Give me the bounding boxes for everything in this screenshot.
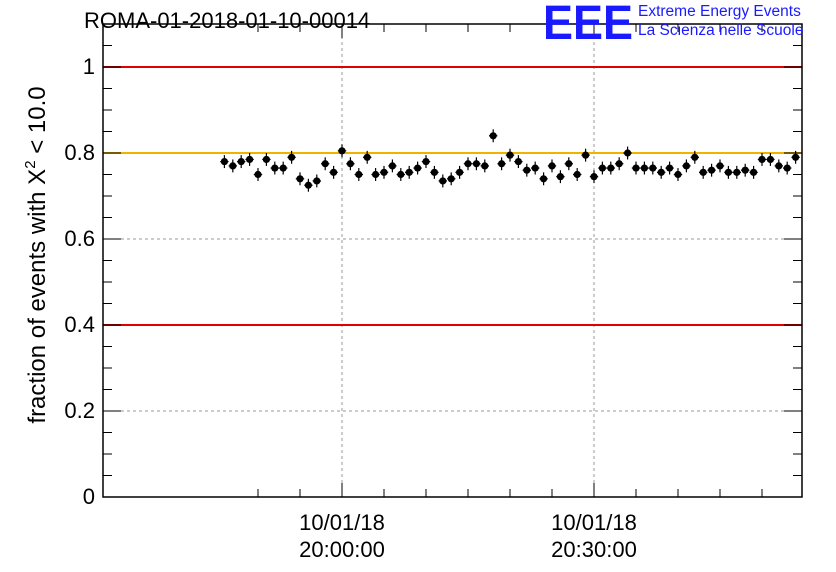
data-point xyxy=(615,160,623,168)
data-point xyxy=(439,177,447,185)
data-point xyxy=(573,170,581,179)
data-point xyxy=(590,173,598,181)
data-point xyxy=(321,160,329,168)
data-point xyxy=(556,173,565,181)
data-point xyxy=(388,162,396,170)
data-point xyxy=(430,168,438,176)
data-point xyxy=(792,153,800,161)
data-point xyxy=(397,170,405,179)
data-point xyxy=(363,153,371,161)
data-point xyxy=(666,164,674,172)
data-point xyxy=(262,155,270,164)
data-point xyxy=(296,175,304,183)
y-axis-label-prefix: fraction of events with xyxy=(24,184,51,424)
data-point xyxy=(220,158,228,166)
data-point xyxy=(531,164,539,172)
data-point xyxy=(237,158,245,166)
x-tick-label: 10/01/18 20:00:00 xyxy=(272,509,412,563)
y-axis-label-symbol: X xyxy=(24,168,51,185)
data-point xyxy=(481,162,489,170)
data-point xyxy=(758,155,766,164)
data-point xyxy=(304,181,312,189)
data-point xyxy=(472,160,480,168)
data-point xyxy=(775,162,783,170)
chart-title: ROMA-01-2018-01-10-00014 xyxy=(84,8,371,33)
y-tick-label: 0.8 xyxy=(64,140,95,165)
svg-text:EEE: EEE xyxy=(543,2,633,44)
data-point xyxy=(724,168,733,176)
data-point xyxy=(657,168,665,176)
y-tick-label: 1 xyxy=(82,54,95,79)
data-point xyxy=(699,168,707,176)
plot-frame xyxy=(102,23,803,498)
x-tick-label: 10/01/18 20:30:00 xyxy=(524,509,664,563)
data-point xyxy=(489,132,497,140)
data-point xyxy=(405,168,413,176)
data-point xyxy=(548,162,556,170)
data-point xyxy=(456,168,464,176)
x-tick-date: 10/01/18 xyxy=(299,510,385,535)
data-point xyxy=(414,164,422,172)
y-tick-label: 0.2 xyxy=(64,398,95,423)
data-point xyxy=(708,166,716,174)
data-point xyxy=(649,164,657,172)
data-point xyxy=(355,170,363,179)
data-point xyxy=(422,158,430,166)
data-point xyxy=(506,151,514,159)
x-tick-time: 20:30:00 xyxy=(551,537,637,562)
data-point xyxy=(733,168,741,176)
data-point xyxy=(624,149,632,157)
data-point xyxy=(640,164,649,172)
data-point xyxy=(682,162,691,170)
logo-caption: Extreme Energy Events La Scienza nelle S… xyxy=(638,2,803,40)
data-point xyxy=(750,168,758,176)
x-tick-time: 20:00:00 xyxy=(299,537,385,562)
logo-line-2: La Scienza nelle Scuole xyxy=(638,22,804,39)
data-point xyxy=(514,158,523,166)
data-point xyxy=(783,164,791,172)
data-point xyxy=(598,164,607,172)
y-tick-label: 0 xyxy=(82,484,95,509)
data-point xyxy=(288,153,296,161)
data-point xyxy=(279,164,287,172)
data-point xyxy=(674,170,682,179)
data-point xyxy=(523,166,531,174)
data-point xyxy=(464,160,472,168)
data-point xyxy=(346,160,354,168)
data-point xyxy=(632,164,640,172)
data-point xyxy=(246,155,254,164)
x-tick-date: 10/01/18 xyxy=(551,510,637,535)
data-point xyxy=(229,162,237,170)
eee-logo-icon: EEE xyxy=(543,2,633,44)
data-point xyxy=(716,162,724,170)
y-tick-label: 0.6 xyxy=(64,226,95,251)
data-point xyxy=(540,175,548,183)
data-point xyxy=(447,175,455,183)
data-point xyxy=(565,160,573,168)
data-point xyxy=(582,151,590,159)
data-point xyxy=(330,168,338,176)
data-point xyxy=(741,166,749,174)
data-point xyxy=(766,155,775,164)
data-point xyxy=(372,170,380,179)
data-point xyxy=(498,160,506,168)
data-point xyxy=(607,164,615,172)
data-point xyxy=(313,177,321,185)
data-point xyxy=(338,147,346,155)
y-tick-label: 0.4 xyxy=(64,312,95,337)
data-point xyxy=(380,168,388,176)
data-point xyxy=(271,164,279,172)
logo-line-1: Extreme Energy Events xyxy=(638,3,801,20)
data-point xyxy=(691,153,699,161)
data-point xyxy=(254,170,262,179)
